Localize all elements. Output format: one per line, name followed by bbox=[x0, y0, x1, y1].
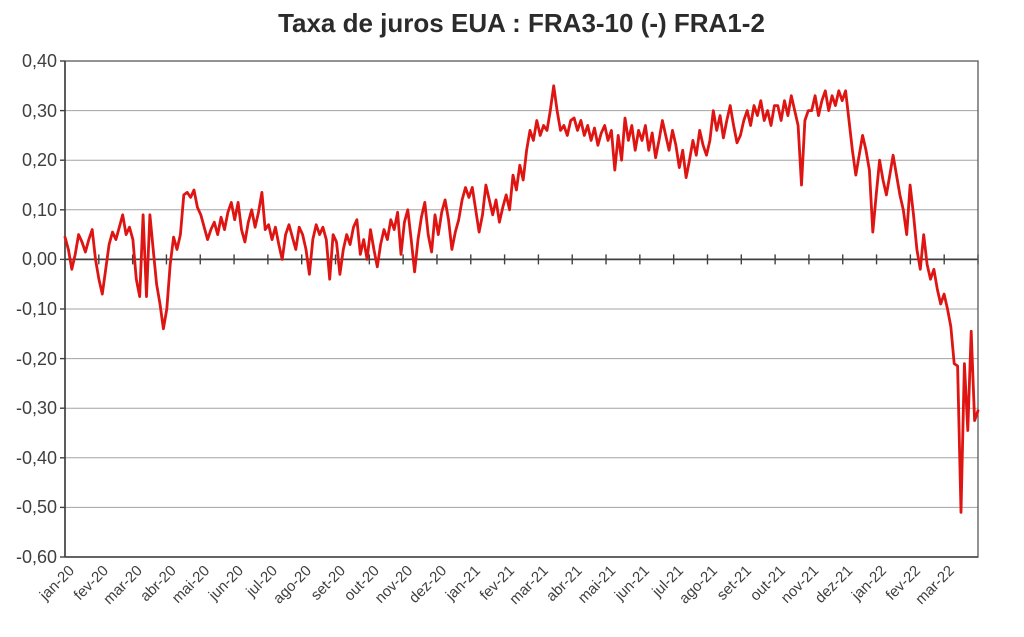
y-axis-label: -0,10 bbox=[15, 299, 57, 319]
y-axis-label: 0,10 bbox=[21, 199, 57, 220]
chart-title: Taxa de juros EUA : FRA3-10 (-) FRA1-2 bbox=[278, 8, 765, 38]
y-axis-label: 0,30 bbox=[21, 100, 57, 121]
y-axis-label: -0,40 bbox=[15, 447, 57, 468]
y-axis-label: 0,40 bbox=[21, 51, 57, 71]
y-axis-label: -0,20 bbox=[15, 348, 57, 369]
y-axis-label: -0,60 bbox=[15, 547, 57, 567]
y-axis-label: -0,50 bbox=[15, 497, 57, 518]
y-axis-label: -0,30 bbox=[15, 398, 57, 419]
data-series-line bbox=[63, 84, 980, 514]
y-axis-label: 0,00 bbox=[21, 249, 57, 270]
y-axis-label: 0,20 bbox=[21, 150, 57, 171]
